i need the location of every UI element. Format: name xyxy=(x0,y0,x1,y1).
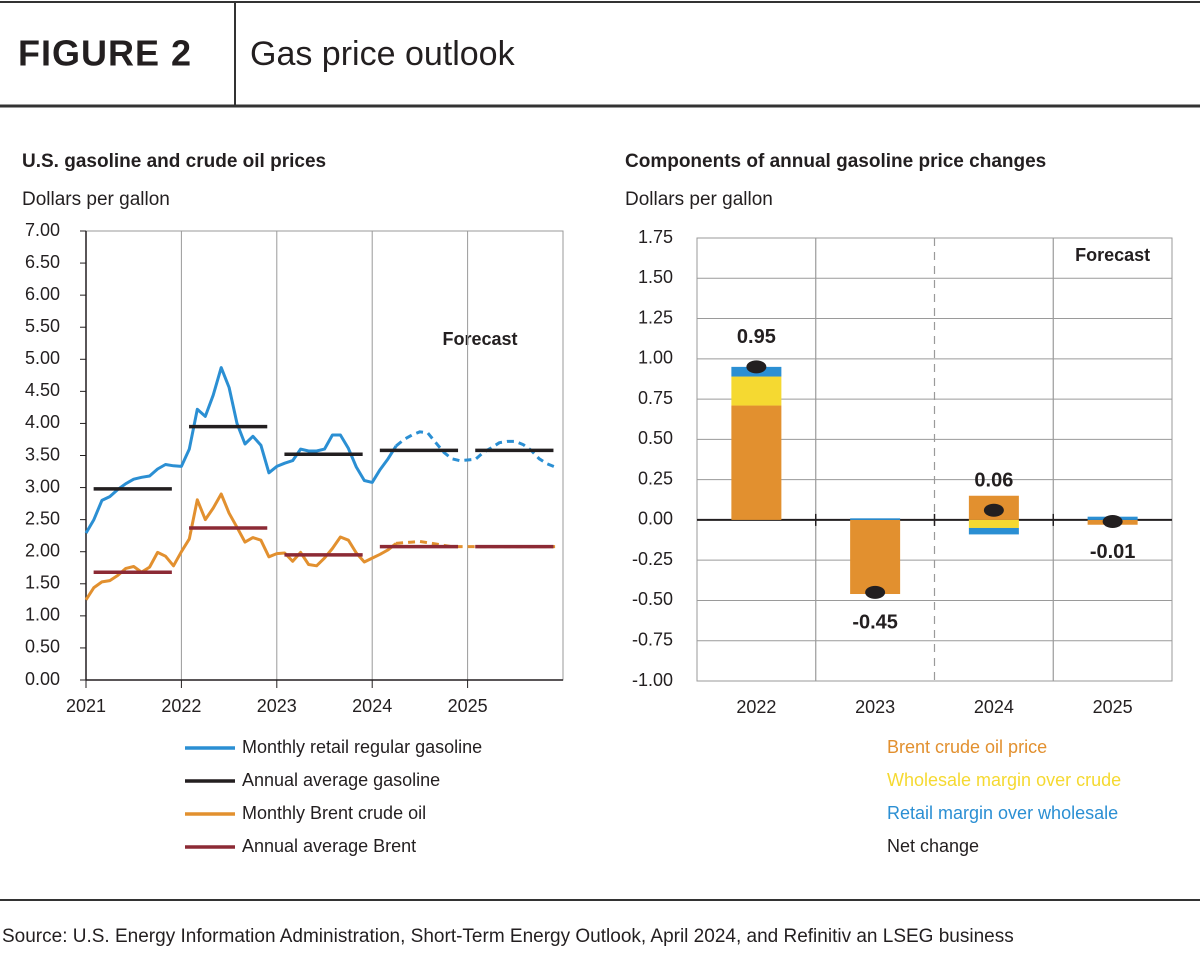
chart-title: U.S. gasoline and crude oil prices xyxy=(22,151,326,172)
figure-label: FIGURE 2 xyxy=(18,33,192,74)
x-tick-label: 2024 xyxy=(352,696,392,716)
x-tick-label: 2021 xyxy=(66,696,106,716)
y-tick-label: 2.00 xyxy=(25,540,60,560)
y-tick-label: 1.75 xyxy=(638,227,673,247)
y-tick-label: 0.00 xyxy=(638,509,673,529)
legend-label: Monthly Brent crude oil xyxy=(242,803,426,823)
x-tick-label: 2022 xyxy=(736,697,776,717)
y-tick-label: 4.00 xyxy=(25,412,60,432)
y-tick-label: -0.50 xyxy=(632,589,673,609)
y-tick-label: 3.00 xyxy=(25,476,60,496)
y-axis-label: Dollars per gallon xyxy=(625,189,773,210)
y-tick-label: 3.50 xyxy=(25,444,60,464)
series-line xyxy=(84,366,398,534)
chart-title: Components of annual gasoline price chan… xyxy=(625,151,1046,172)
bar-segment xyxy=(731,405,782,520)
y-tick-label: -0.25 xyxy=(632,549,673,569)
y-tick-label: 6.50 xyxy=(25,252,60,272)
y-tick-label: 1.50 xyxy=(25,573,60,593)
bar-segment xyxy=(850,518,901,520)
y-tick-label: 0.00 xyxy=(25,669,60,689)
y-tick-label: 0.50 xyxy=(25,637,60,657)
net-change-marker xyxy=(1102,515,1123,529)
series-line xyxy=(84,492,398,601)
y-tick-label: 7.00 xyxy=(25,220,60,240)
y-tick-label: 1.50 xyxy=(638,267,673,287)
x-tick-label: 2023 xyxy=(257,696,297,716)
x-tick-label: 2023 xyxy=(855,697,895,717)
data-label: -0.01 xyxy=(1090,541,1136,563)
y-tick-label: 0.75 xyxy=(638,388,673,408)
legend-label: Brent crude oil price xyxy=(887,737,1047,757)
y-tick-label: 5.50 xyxy=(25,316,60,336)
y-tick-label: 4.50 xyxy=(25,380,60,400)
annotation: Forecast xyxy=(1075,245,1150,265)
net-change-marker xyxy=(865,585,886,599)
series-line xyxy=(395,430,556,469)
x-tick-label: 2025 xyxy=(448,696,488,716)
legend-label: Monthly retail regular gasoline xyxy=(242,737,482,757)
legend-label: Wholesale margin over crude xyxy=(887,770,1121,790)
y-tick-label: 1.00 xyxy=(25,605,60,625)
bar-segment xyxy=(968,527,1019,535)
y-tick-label: 0.25 xyxy=(638,468,673,488)
y-tick-label: 2.50 xyxy=(25,508,60,528)
net-change-marker xyxy=(746,360,767,374)
y-tick-label: 6.00 xyxy=(25,284,60,304)
y-axis-label: Dollars per gallon xyxy=(22,189,170,210)
y-tick-label: -0.75 xyxy=(632,629,673,649)
data-label: -0.45 xyxy=(852,612,898,634)
bar-segment xyxy=(968,519,1019,528)
data-label: 0.95 xyxy=(737,326,776,348)
net-change-marker xyxy=(983,503,1004,517)
x-tick-label: 2025 xyxy=(1093,697,1133,717)
bar-segment xyxy=(731,376,782,406)
y-tick-label: 5.00 xyxy=(25,348,60,368)
legend-label: Annual average gasoline xyxy=(242,770,440,790)
legend-label: Annual average Brent xyxy=(242,836,416,856)
legend-label: Net change xyxy=(887,836,979,856)
source: Source: U.S. Energy Information Administ… xyxy=(2,926,1014,947)
y-tick-label: 1.00 xyxy=(638,348,673,368)
figure-title: Gas price outlook xyxy=(250,35,516,73)
data-label: 0.06 xyxy=(974,470,1013,492)
x-tick-label: 2022 xyxy=(161,696,201,716)
y-tick-label: 1.25 xyxy=(638,307,673,327)
annotation: Forecast xyxy=(442,329,517,349)
x-tick-label: 2024 xyxy=(974,697,1014,717)
bar-segment xyxy=(850,519,901,595)
legend-label: Retail margin over wholesale xyxy=(887,803,1118,823)
y-tick-label: -1.00 xyxy=(632,670,673,690)
y-tick-label: 0.50 xyxy=(638,428,673,448)
